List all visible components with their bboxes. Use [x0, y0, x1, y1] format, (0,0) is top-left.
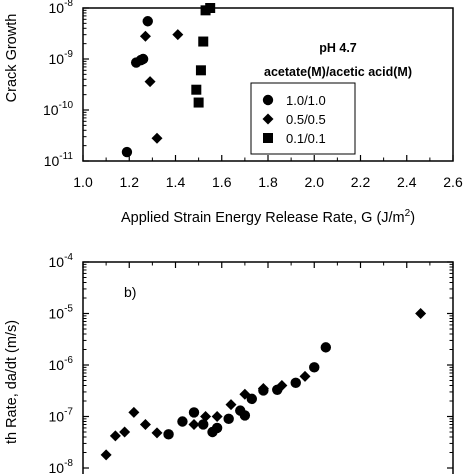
x-tick-label: 2.2 — [351, 174, 371, 190]
legend-label: 0.1/0.1 — [286, 131, 326, 146]
y-tick-label: 10-10 — [43, 100, 73, 118]
data-point-circle — [142, 16, 153, 27]
y-tick-label: 10-6 — [49, 355, 74, 373]
legend-marker-circle — [262, 94, 274, 106]
y-tick-label: 10-4 — [49, 252, 74, 270]
y-tick-label: 10-8 — [49, 0, 74, 16]
data-point-square — [205, 3, 216, 13]
x-tick-label: 1.4 — [166, 174, 186, 190]
data-point-diamond — [415, 308, 427, 319]
data-point-diamond — [257, 382, 269, 394]
data-point-circle — [135, 54, 147, 66]
data-point-diamond — [200, 411, 212, 422]
x-tick-label: 1.8 — [258, 174, 278, 190]
x-axis-title-superscript: 2 — [405, 208, 411, 219]
data-point-diamond — [100, 449, 112, 461]
panel-a: 1.0 1.2 1.4 1.6 1.8 2.0 2.2 2.4 2.6 10-1110-1010… — [4, 0, 463, 226]
panel-a-data-points — [121, 3, 216, 158]
data-point-circle — [290, 377, 301, 389]
data-point-diamond — [139, 418, 151, 430]
data-point-diamond — [299, 370, 311, 382]
legend-title-line2: acetate(M)/acetic acid(M) — [264, 65, 412, 79]
legend-marker-diamond — [262, 113, 274, 125]
x-tick-label: 1.6 — [212, 174, 232, 190]
data-point-circle — [198, 419, 209, 430]
legend-label: 0.5/0.5 — [286, 112, 326, 127]
y-tick-label: 10-8 — [49, 458, 74, 474]
data-point-diamond — [151, 427, 163, 439]
panel-a-x-ticks: 1.0 1.2 1.4 1.6 1.8 2.0 2.2 2.4 2.6 — [73, 155, 463, 190]
data-point-diamond — [239, 388, 251, 400]
data-point-circle — [320, 342, 332, 353]
data-point-diamond — [276, 379, 288, 391]
y-tick-label: 10-5 — [49, 304, 74, 322]
data-point-circle — [177, 416, 188, 427]
data-point-circle — [223, 413, 234, 425]
data-point-diamond — [144, 76, 156, 88]
panel-b-label: b) — [124, 284, 136, 300]
x-tick-label: 2.4 — [397, 174, 417, 190]
panel-a-legend: pH 4.7 acetate(M)/acetic acid(M) 1.0/1.0… — [250, 41, 412, 155]
data-point-diamond — [139, 30, 151, 42]
data-point-diamond — [188, 418, 200, 430]
data-point-diamond — [109, 430, 121, 442]
panel-b: 10-8 10-7 10-6 10-5 10-4 b) th Rate, da/dt (… — [4, 252, 454, 474]
data-point-circle — [309, 362, 320, 373]
panel-b-y-ticks: 10-8 10-7 10-6 10-5 10-4 — [49, 252, 453, 474]
legend-label: 1.0/1.0 — [286, 93, 326, 108]
data-point-diamond — [151, 132, 163, 144]
y-tick-label: 10-9 — [49, 49, 74, 67]
data-point-circle — [207, 426, 218, 438]
x-tick-label: 2.6 — [443, 174, 463, 190]
data-point-circle — [246, 393, 258, 405]
data-point-circle — [239, 410, 251, 421]
data-point-diamond — [128, 406, 140, 418]
data-point-square — [198, 36, 209, 47]
panel-b-y-axis-title: th Rate, da/dt (m/s) — [4, 320, 20, 444]
legend-marker-square — [263, 133, 273, 143]
data-point-square — [191, 84, 202, 95]
panel-b-plot-frame — [82, 261, 454, 474]
data-point-circle — [163, 429, 174, 440]
data-point-square — [195, 65, 206, 76]
data-point-square — [193, 97, 204, 108]
panel-b-x-ticks — [82, 262, 454, 268]
panel-b-data-points — [100, 308, 427, 461]
data-point-circle — [121, 146, 133, 158]
x-tick-label: 1.2 — [120, 174, 140, 190]
y-tick-label: 10-11 — [44, 151, 74, 169]
legend-title-line1: pH 4.7 — [319, 41, 357, 55]
x-tick-label: 2.0 — [305, 174, 325, 190]
y-tick-label: 10-7 — [49, 407, 74, 425]
panel-a-x-axis-title: Applied Strain Energy Release Rate, G (J… — [121, 208, 415, 226]
data-point-diamond — [172, 29, 184, 41]
panel-a-y-ticks: 10-11 10-10 10-9 10-8 — [43, 0, 89, 169]
panel-a-y-axis-title: Crack Growth — [4, 14, 20, 103]
legend-items: 1.0/1.0 0.5/0.5 0.1/0.1 — [262, 93, 326, 146]
data-point-circle — [188, 407, 200, 418]
data-point-diamond — [225, 399, 237, 411]
data-point-diamond — [119, 426, 131, 438]
x-tick-label: 1.0 — [73, 174, 93, 190]
data-point-diamond — [211, 411, 223, 422]
